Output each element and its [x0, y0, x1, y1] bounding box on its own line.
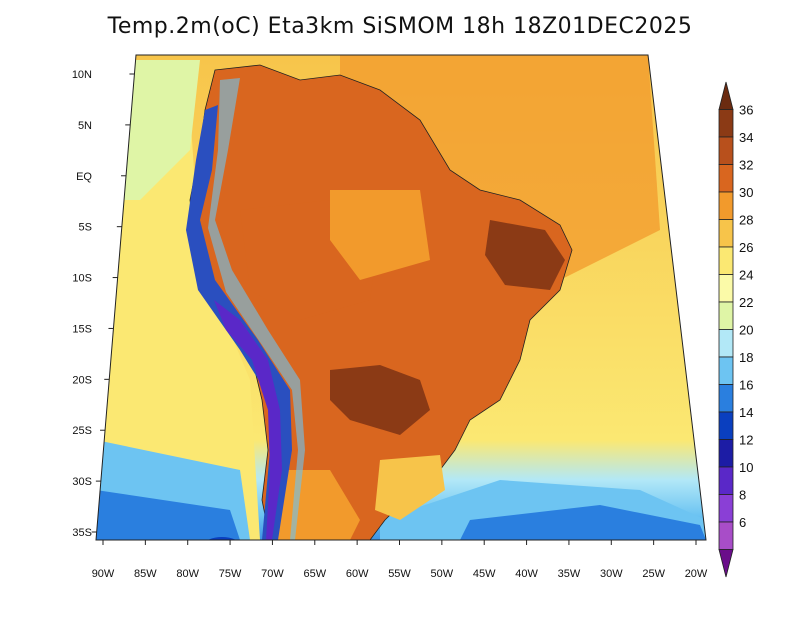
- colorbar-label: 10: [739, 460, 753, 475]
- map-frame: [95, 54, 707, 541]
- lon-tick-label: 25W: [642, 568, 665, 580]
- colorbar-segment: [718, 301, 734, 330]
- andes-margin: [208, 78, 305, 540]
- colorbar-segment: [718, 191, 734, 220]
- colorbar-label: 32: [739, 158, 753, 173]
- lon-tick-label: 85W: [134, 568, 157, 580]
- lon-tick-label: 55W: [388, 568, 411, 580]
- lon-tick-label: 45W: [473, 568, 496, 580]
- colorbar-label: 20: [739, 323, 753, 338]
- map-title: Temp.2m(oC) Eta3km SiSMOM 18h 18Z01DEC20…: [107, 14, 693, 39]
- lon-tick-label: 30W: [600, 568, 623, 580]
- colorbar-label: 24: [739, 268, 753, 283]
- colorbar-label: 8: [739, 488, 746, 503]
- lon-tick-label: 60W: [346, 568, 369, 580]
- south-pacific-cold: [96, 490, 240, 540]
- colorbar-segment: [718, 521, 734, 550]
- lon-tick-label: 70W: [261, 568, 284, 580]
- colorbar-label: 12: [739, 433, 753, 448]
- lon-tick-label: 90W: [92, 568, 115, 580]
- lon-tick-label: 75W: [219, 568, 242, 580]
- colorbar-segment: [718, 109, 734, 138]
- pacific-cool: [96, 110, 260, 540]
- lat-tick-label: 5S: [79, 222, 92, 234]
- amazon-river-cooler: [330, 190, 430, 280]
- hot-core-south: [330, 365, 430, 435]
- colorbar-segment: [718, 384, 734, 413]
- lat-tick-label: 30S: [72, 476, 92, 488]
- lat-tick-label: EQ: [76, 171, 92, 183]
- colorbar-segment: [718, 136, 734, 165]
- colorbar-label: 18: [739, 350, 753, 365]
- colorbar-label: 30: [739, 185, 753, 200]
- colorbar-segment: [718, 164, 734, 193]
- colorbar-segment: [718, 494, 734, 523]
- colorbar-label: 34: [739, 130, 753, 145]
- lon-tick-label: 40W: [515, 568, 538, 580]
- lat-tick-label: 35S: [72, 527, 92, 539]
- lon-tick-label: 80W: [176, 568, 199, 580]
- hot-core-northeast: [485, 220, 565, 290]
- colorbar-label: 28: [739, 213, 753, 228]
- lat-tick-label: 10S: [72, 273, 92, 285]
- andes-very-cold: [214, 300, 282, 540]
- colorbar-label: 36: [739, 103, 753, 118]
- colorbar-segment: [718, 466, 734, 495]
- lon-tick-label: 65W: [303, 568, 326, 580]
- colorbar-segment: [718, 439, 734, 468]
- colorbar-segment: [718, 329, 734, 358]
- colorbar-segment: [718, 219, 734, 248]
- lat-tick-label: 20S: [72, 374, 92, 386]
- cold-spot: [204, 537, 240, 540]
- colorbar-label: 26: [739, 240, 753, 255]
- colorbar-segment: [718, 411, 734, 440]
- map-field: [96, 55, 706, 540]
- lat-tick-label: 5N: [78, 120, 92, 132]
- south-atlantic-cold: [460, 505, 706, 540]
- latitude-axis: 10N 5N EQ 5S 10S 15S 20S 25S 30S 35S: [72, 69, 135, 539]
- uruguay-cool: [375, 455, 445, 520]
- lon-tick-label: 20W: [685, 568, 708, 580]
- colorbar-top-arrow: [718, 81, 734, 110]
- colorbar-label: 6: [739, 515, 746, 530]
- colorbar-label: 16: [739, 378, 753, 393]
- lat-tick-label: 15S: [72, 323, 92, 335]
- lat-tick-label: 25S: [72, 425, 92, 437]
- colorbar-bottom-arrow: [718, 549, 734, 578]
- colorbar-label: 22: [739, 295, 753, 310]
- colorbar: 36 34 32 30 28 26 24 22 20 18 16 14 12 10 8 6: [718, 81, 753, 578]
- lat-tick-label: 10N: [72, 69, 92, 81]
- lon-tick-label: 50W: [431, 568, 454, 580]
- colorbar-segment: [718, 246, 734, 275]
- colorbar-label: 14: [739, 405, 753, 420]
- longitude-axis: 90W 85W 80W 75W 70W 65W 60W 55W 50W 45W 40W 35W 30W 2…: [92, 540, 708, 580]
- colorbar-segment: [718, 356, 734, 385]
- lon-tick-label: 35W: [558, 568, 581, 580]
- colorbar-segment: [718, 274, 734, 303]
